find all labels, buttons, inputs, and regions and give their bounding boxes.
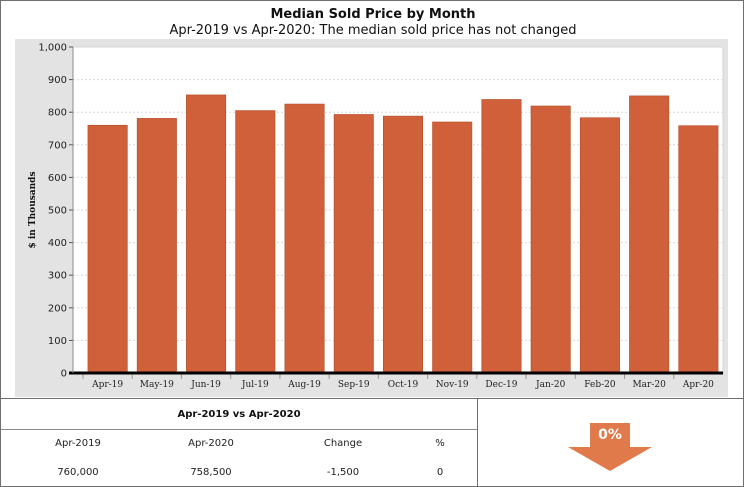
x-tick-label: Dec-19 bbox=[485, 380, 517, 390]
summary-divider bbox=[1, 429, 477, 430]
y-axis-label: $ in Thousands bbox=[28, 171, 38, 248]
y-tick-label: 400 bbox=[48, 238, 67, 249]
x-tick-label: Jan-20 bbox=[535, 380, 566, 390]
x-tick-label: Jul-19 bbox=[241, 380, 269, 390]
value-apr-2020: 758,500 bbox=[190, 467, 232, 478]
summary-heading: Apr-2019 vs Apr-2020 bbox=[177, 409, 301, 420]
bar bbox=[530, 105, 571, 374]
bar bbox=[87, 124, 128, 374]
bar bbox=[235, 110, 276, 374]
x-tick-label: Mar-20 bbox=[632, 380, 666, 390]
bar bbox=[136, 118, 177, 374]
header-apr-2020: Apr-2020 bbox=[188, 438, 234, 449]
value-percent: 0 bbox=[436, 467, 444, 478]
x-tick-label: Oct-19 bbox=[388, 380, 419, 390]
down-arrow-icon bbox=[568, 423, 652, 471]
change-percent-label: 0% bbox=[598, 427, 622, 443]
y-tick-label: 900 bbox=[48, 75, 67, 86]
summary-table: Apr-2019 vs Apr-2020 Apr-2019 Apr-2020 C… bbox=[1, 399, 478, 487]
value-change: -1,500 bbox=[326, 467, 360, 478]
bar-chart: 0 100 200 300 400 500 600 700 800 900 1,000 $ in Th… bbox=[15, 39, 728, 397]
x-tick-label: Feb-20 bbox=[584, 380, 616, 390]
header-apr-2019: Apr-2019 bbox=[55, 438, 101, 449]
chart-title: Median Sold Price by Month bbox=[270, 7, 476, 22]
x-tick-label: Apr-20 bbox=[682, 380, 714, 390]
value-apr-2019: 760,000 bbox=[57, 467, 99, 478]
y-tick-label: 100 bbox=[48, 336, 67, 347]
x-tick-label: May-19 bbox=[140, 380, 174, 390]
x-tick-label: Sep-19 bbox=[338, 380, 370, 390]
bar bbox=[579, 117, 620, 374]
bar bbox=[383, 115, 423, 374]
header-change: Change bbox=[323, 438, 363, 449]
summary-section: Apr-2019 vs Apr-2020 Apr-2019 Apr-2020 C… bbox=[1, 398, 743, 487]
y-tick-label: 800 bbox=[48, 108, 67, 119]
y-tick-label: 700 bbox=[48, 140, 67, 151]
change-indicator-panel: 0% bbox=[478, 399, 743, 487]
y-tick-label: 500 bbox=[48, 206, 67, 217]
x-tick-label: Nov-19 bbox=[436, 380, 469, 390]
bar bbox=[284, 103, 325, 374]
bar bbox=[432, 121, 473, 374]
bar bbox=[333, 114, 374, 374]
bar bbox=[629, 95, 670, 374]
chart-subtitle: Apr-2019 vs Apr-2020: The median sold pr… bbox=[169, 23, 577, 38]
x-tick-label: Jun-19 bbox=[190, 380, 221, 390]
y-tick-label: 0 bbox=[61, 369, 67, 380]
bar bbox=[186, 94, 227, 374]
header-percent: % bbox=[435, 438, 445, 449]
y-tick-label: 1,000 bbox=[38, 43, 67, 54]
bar bbox=[481, 99, 522, 374]
y-tick-label: 300 bbox=[48, 271, 67, 282]
y-tick-label: 200 bbox=[48, 303, 67, 314]
x-tick-label: Apr-19 bbox=[91, 380, 123, 390]
bar bbox=[678, 125, 719, 374]
y-tick-label: 600 bbox=[48, 173, 67, 184]
x-tick-label: Aug-19 bbox=[287, 380, 321, 390]
